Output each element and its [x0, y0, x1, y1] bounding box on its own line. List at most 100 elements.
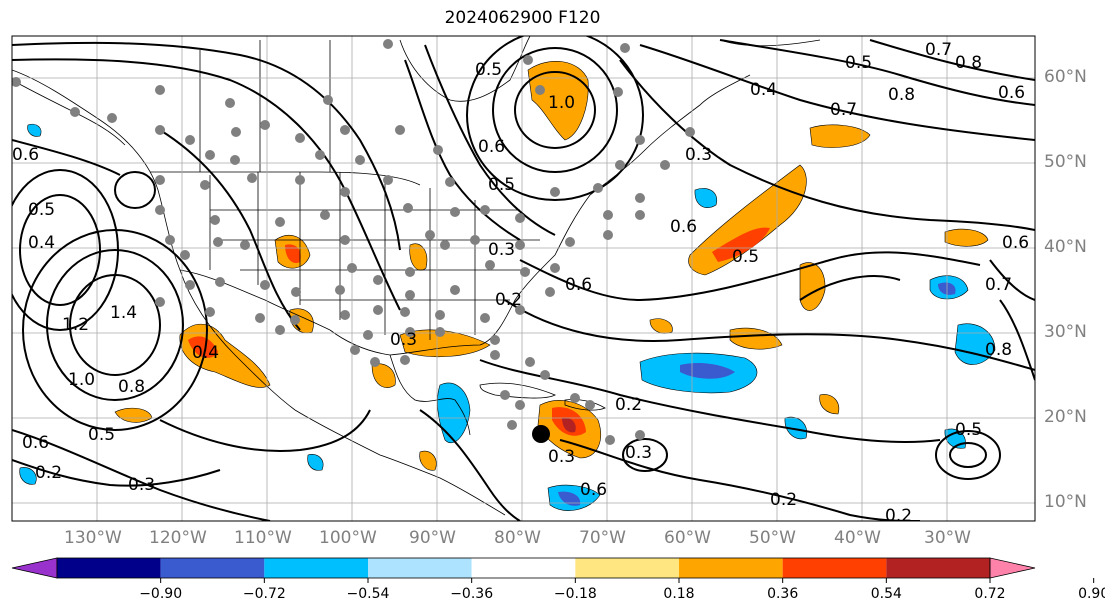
contour-closed-low: [12, 169, 119, 331]
station-marker: [400, 307, 410, 317]
station-marker: [323, 95, 333, 105]
latitude-label: 20°N: [1044, 407, 1087, 427]
fill-positive-core: [188, 336, 218, 358]
station-marker: [400, 355, 410, 365]
contour-label: 0.2: [35, 463, 62, 483]
station-marker: [260, 120, 270, 130]
station-marker: [605, 435, 615, 445]
station-markers: [12, 39, 695, 445]
station-marker: [485, 260, 495, 270]
station-marker: [685, 127, 695, 137]
map-frame: [11, 35, 1036, 522]
station-marker: [550, 187, 560, 197]
contour-line: [869, 39, 1035, 81]
station-marker: [205, 150, 215, 160]
station-marker: [435, 310, 445, 320]
station-marker: [185, 135, 195, 145]
us-mexico-border: [179, 269, 331, 331]
contour-line: [504, 299, 1035, 371]
station-marker: [515, 400, 525, 410]
contour-closed-high: [114, 171, 156, 209]
station-marker: [225, 98, 235, 108]
latitude-label: 40°N: [1044, 237, 1087, 257]
station-marker: [200, 180, 210, 190]
station-marker: [593, 183, 603, 193]
contour-label: 0.3: [625, 443, 652, 463]
station-marker: [185, 280, 195, 290]
cuba: [479, 382, 556, 399]
station-marker: [155, 205, 165, 215]
contour-label: 0.7: [985, 275, 1012, 295]
station-marker: [425, 230, 435, 240]
station-marker: [585, 400, 595, 410]
contour-closed-high: [949, 442, 987, 468]
station-marker: [215, 277, 225, 287]
colorbar-tick-label: −0.72: [242, 586, 286, 602]
station-marker: [347, 263, 357, 273]
station-marker: [210, 215, 220, 225]
station-marker: [247, 173, 257, 183]
contour-label: 0.8: [955, 53, 982, 73]
fill-positive-region: [819, 394, 840, 415]
station-marker: [507, 420, 517, 430]
fill-positive-core: [712, 227, 770, 262]
colorbar-tick-label: 0.18: [663, 586, 695, 602]
contour-label: 0.7: [925, 40, 952, 60]
longitude-label: 120°W: [149, 528, 207, 548]
colorbar-tick-label: 0.72: [974, 586, 1006, 602]
fill-positive-region: [799, 262, 826, 311]
colorbar-tick-label: −0.18: [553, 586, 597, 602]
station-marker: [350, 345, 360, 355]
station-marker: [340, 125, 350, 135]
station-marker: [205, 307, 215, 317]
contour-label: 1.0: [68, 370, 95, 390]
station-marker: [295, 133, 305, 143]
station-marker: [231, 127, 241, 137]
anomaly-fills: [19, 61, 996, 511]
contour-label: 0.7: [830, 100, 857, 120]
contour-line: [159, 409, 371, 452]
highlighted-location-marker: [532, 425, 550, 443]
contour-line: [719, 39, 1035, 106]
station-marker: [340, 235, 350, 245]
station-marker: [315, 150, 325, 160]
station-marker: [155, 297, 165, 307]
fill-negative-region: [694, 188, 718, 209]
station-marker: [405, 290, 415, 300]
north-america-west-coast: [12, 69, 296, 411]
station-marker: [335, 285, 345, 295]
longitude-label: 30°W: [924, 528, 971, 548]
central-america-coast: [294, 409, 506, 516]
contour-line: [519, 251, 981, 302]
station-marker: [515, 305, 525, 315]
contour-line: [999, 299, 1035, 381]
contour-line: [559, 439, 921, 521]
contour-closed-high: [935, 430, 1001, 480]
contour-label: 0.5: [955, 420, 982, 440]
station-marker: [490, 350, 500, 360]
contour-closed-low: [22, 229, 208, 431]
contour-label: 0.8: [888, 85, 915, 105]
map-background: [12, 36, 1035, 521]
station-marker: [395, 125, 405, 135]
contour-label: 0.2: [495, 290, 522, 310]
station-marker: [290, 315, 300, 325]
contour-label: 0.6: [580, 480, 607, 500]
station-marker: [515, 240, 525, 250]
contour-line: [419, 409, 521, 521]
contour-label: 0.6: [22, 433, 49, 453]
station-marker: [155, 175, 165, 185]
station-marker: [613, 87, 623, 97]
contour-label: 0.3: [128, 475, 155, 495]
station-marker: [545, 287, 555, 297]
contour-label: 0.8: [985, 340, 1012, 360]
station-marker: [435, 327, 445, 337]
contour-label: 0.4: [750, 80, 777, 100]
contour-label: 1.2: [62, 315, 89, 335]
station-marker: [12, 77, 21, 87]
contour-line: [12, 139, 121, 176]
contour-label: 1.0: [548, 93, 575, 113]
contour-label: 0.3: [685, 145, 712, 165]
fill-positive-region: [409, 243, 428, 271]
contour-line: [12, 459, 221, 487]
